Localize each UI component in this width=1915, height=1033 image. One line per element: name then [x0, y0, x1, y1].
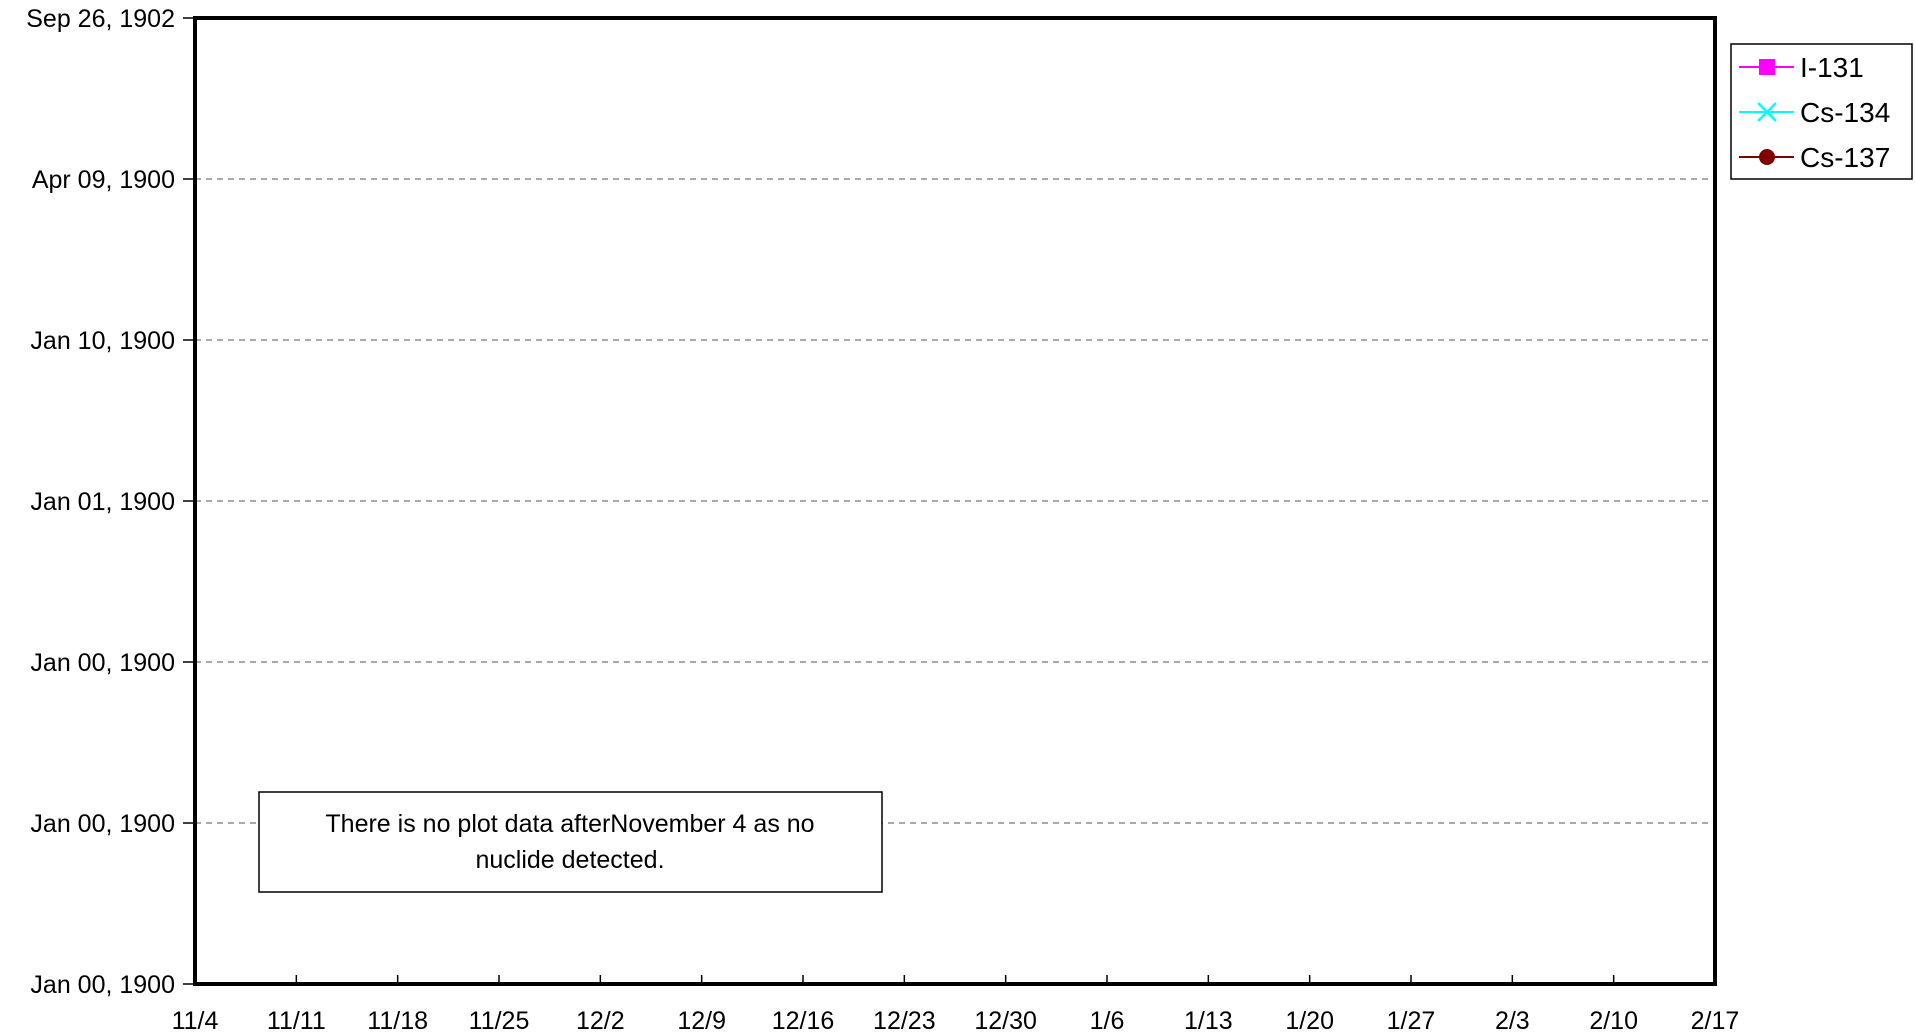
x-tick-label: 2/3 [1495, 1007, 1530, 1033]
x-tick-label: 1/6 [1090, 1007, 1125, 1033]
legend-marker-x [1757, 102, 1777, 122]
x-tick-label: 1/27 [1387, 1007, 1436, 1033]
annotation-line-1: There is no plot data afterNovember 4 as… [325, 810, 814, 838]
legend-marker-circle [1759, 149, 1775, 165]
y-axis: Jan 00, 1900 Jan 00, 1900 Jan 00, 1900 Jan … [26, 5, 195, 999]
x-tick-label: 1/13 [1184, 1007, 1233, 1033]
x-tick-label: 2/10 [1589, 1007, 1638, 1033]
y-tick-label: Sep 26, 1902 [26, 5, 175, 33]
x-axis: 11/4 11/11 11/18 11/25 12/2 12/9 12/16 12/23 12/… [172, 975, 1740, 1033]
legend-label-i131: I-131 [1800, 52, 1864, 83]
y-tick-label: Apr 09, 1900 [32, 166, 175, 194]
legend-label-cs134: Cs-134 [1800, 97, 1890, 128]
x-tick-label: 11/4 [172, 1007, 219, 1033]
x-tick-label: 11/11 [267, 1007, 326, 1033]
x-tick-label: 12/23 [873, 1007, 936, 1033]
annotation-frame [258, 791, 883, 893]
legend-marker-square [1759, 59, 1775, 75]
legend-item-cs134: Cs-134 [1739, 97, 1890, 128]
annotation-box: There is no plot data afterNovember 4 as… [258, 791, 883, 893]
x-tick-label: 12/9 [677, 1007, 726, 1033]
legend-label-cs137: Cs-137 [1800, 142, 1890, 173]
x-tick-label: 2/17 [1691, 1007, 1740, 1033]
y-tick-label: Jan 00, 1900 [30, 649, 175, 677]
grid-lines [195, 178, 1715, 824]
legend-item-i131: I-131 [1739, 52, 1864, 83]
y-tick-label: Jan 00, 1900 [30, 810, 175, 838]
x-tick-label: 1/20 [1285, 1007, 1334, 1033]
y-tick-label: Jan 00, 1900 [30, 971, 175, 999]
legend: I-131 Cs-134 Cs-137 [1730, 43, 1913, 180]
x-tick-label: 12/30 [974, 1007, 1037, 1033]
x-tick-label: 11/18 [367, 1007, 428, 1033]
y-tick-label: Jan 01, 1900 [30, 488, 175, 516]
x-tick-label: 12/2 [576, 1007, 625, 1033]
x-tick-label: 11/25 [469, 1007, 530, 1033]
y-tick-label: Jan 10, 1900 [30, 327, 175, 355]
x-tick-label: 12/16 [772, 1007, 835, 1033]
annotation-line-2: nuclide detected. [475, 846, 664, 874]
legend-item-cs137: Cs-137 [1739, 142, 1890, 173]
